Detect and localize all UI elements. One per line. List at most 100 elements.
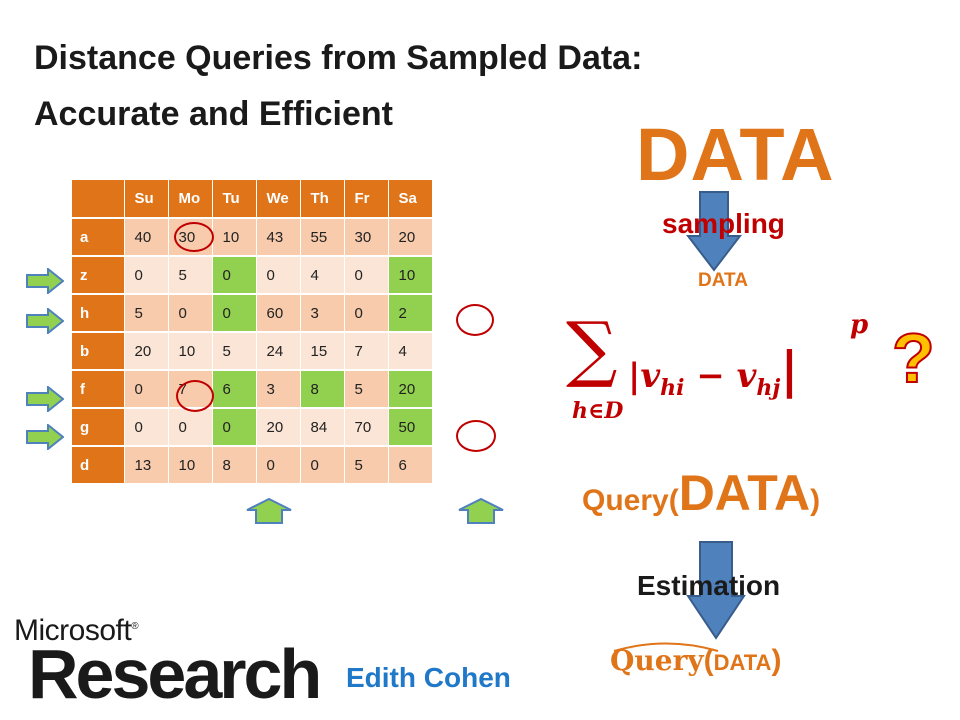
table-cell: 4 <box>388 332 433 371</box>
table-cell: 43 <box>256 218 301 257</box>
formula-abs-close: | <box>780 340 799 399</box>
table-cell: 70 <box>344 408 389 447</box>
formula-power: p <box>850 310 869 340</box>
microsoft-logo: Microsoft® <box>14 614 139 648</box>
table-cell: 20 <box>388 218 433 257</box>
table-cell: 0 <box>300 446 345 485</box>
row-label: h <box>72 294 125 333</box>
table-cell: 24 <box>256 332 301 371</box>
table-cell: 6 <box>212 370 257 409</box>
sampling-arrow-icon <box>686 191 742 272</box>
table-cell: 5 <box>212 332 257 371</box>
table-cell: 10 <box>388 256 433 295</box>
query-prefix: Query( <box>582 484 679 517</box>
qhat-data: DATA <box>713 650 772 675</box>
table-cell: 5 <box>168 256 213 295</box>
research-logo: Research <box>28 635 322 713</box>
column-header: Th <box>300 180 345 219</box>
table-cell: 13 <box>124 446 169 485</box>
query-data: DATA <box>678 465 811 521</box>
estimate-hat-icon <box>613 642 719 652</box>
column-header: Mo <box>168 180 213 219</box>
formula-sub-2: hj <box>756 374 781 401</box>
query-suffix: ) <box>810 484 821 517</box>
table-cell: 5 <box>344 446 389 485</box>
row-arrow-icon <box>26 424 64 450</box>
formula-term-2: − v <box>684 356 757 396</box>
table-cell: 3 <box>256 370 301 409</box>
table-cell: 55 <box>300 218 345 257</box>
table-cell: 20 <box>256 408 301 447</box>
sample-circle <box>176 380 214 412</box>
table-cell: 8 <box>300 370 345 409</box>
row-label: d <box>72 446 125 485</box>
table-cell: 20 <box>388 370 433 409</box>
table-cell: 7 <box>344 332 389 371</box>
title-line-2: Accurate and Efficient <box>34 95 393 133</box>
table-cell: 40 <box>124 218 169 257</box>
author-name: Edith Cohen <box>346 662 511 693</box>
table-cell: 30 <box>344 218 389 257</box>
logo-registered: ® <box>131 621 139 632</box>
row-label: z <box>72 256 125 295</box>
logo-microsoft-text: Microsoft <box>14 614 132 647</box>
table-cell: 60 <box>256 294 301 333</box>
table-row: g 0 0 0 20 84 70 50 <box>72 408 433 447</box>
table-row: a 40 30 10 43 55 30 20 <box>72 218 433 257</box>
sum-subscript: h∈D <box>572 398 624 424</box>
column-header: Sa <box>388 180 433 219</box>
table-cell: 3 <box>300 294 345 333</box>
table-cell: 0 <box>344 256 389 295</box>
table-cell: 0 <box>168 294 213 333</box>
table-cell: 15 <box>300 332 345 371</box>
column-header: Su <box>124 180 169 219</box>
formula-term-1: |v <box>628 356 661 396</box>
column-header: We <box>256 180 301 219</box>
table-cell: 20 <box>124 332 169 371</box>
row-label: f <box>72 370 125 409</box>
column-arrow-icon <box>246 498 292 524</box>
table-cell: 0 <box>124 256 169 295</box>
table-cell: 0 <box>256 446 301 485</box>
table-corner <box>72 180 125 219</box>
row-label: g <box>72 408 125 447</box>
sample-circle <box>174 222 214 252</box>
table-cell: 2 <box>388 294 433 333</box>
row-arrow-icon <box>26 308 64 334</box>
table-cell: 0 <box>212 294 257 333</box>
table-cell: 0 <box>124 408 169 447</box>
table-cell: 10 <box>212 218 257 257</box>
formula-sub-1: hi <box>660 374 685 401</box>
distance-formula: ∑ h∈D |vhi − vhj| p <box>566 306 896 436</box>
qhat-open: ( <box>703 644 714 677</box>
table-cell: 0 <box>256 256 301 295</box>
formula-expression: |vhi − vhj| <box>628 340 799 401</box>
table-cell: 10 <box>168 332 213 371</box>
column-header: Tu <box>212 180 257 219</box>
qhat-close: ) <box>771 644 782 677</box>
estimation-label: Estimation <box>637 570 781 601</box>
table-cell: 10 <box>168 446 213 485</box>
estimation-arrow-icon <box>686 541 746 640</box>
question-mark: ? <box>891 318 936 398</box>
table-row: z 0 5 0 0 4 0 10 <box>72 256 433 295</box>
estimated-query-label: Query(DATA) <box>610 644 781 678</box>
qhat-word: Query <box>610 644 704 677</box>
data-table: Su Mo Tu We Th Fr Sa a 40 30 10 43 55 30… <box>72 180 433 485</box>
row-arrow-icon <box>26 386 64 412</box>
slide-title: Distance Queries from Sampled Data: Accu… <box>34 30 814 142</box>
query-label: Query(DATA) <box>582 464 820 522</box>
table-row: b 20 10 5 24 15 7 4 <box>72 332 433 371</box>
table-cell: 5 <box>344 370 389 409</box>
sampling-label: sampling <box>662 208 785 239</box>
table-cell: 4 <box>300 256 345 295</box>
table-cell: 5 <box>124 294 169 333</box>
table-cell: 0 <box>344 294 389 333</box>
table-cell: 0 <box>212 408 257 447</box>
table-cell: 50 <box>388 408 433 447</box>
sampled-data-label: DATA <box>698 270 748 291</box>
title-line-1: Distance Queries from Sampled Data: <box>34 39 643 77</box>
sample-circle <box>456 420 496 452</box>
table-cell: 0 <box>212 256 257 295</box>
sample-circle <box>456 304 494 336</box>
